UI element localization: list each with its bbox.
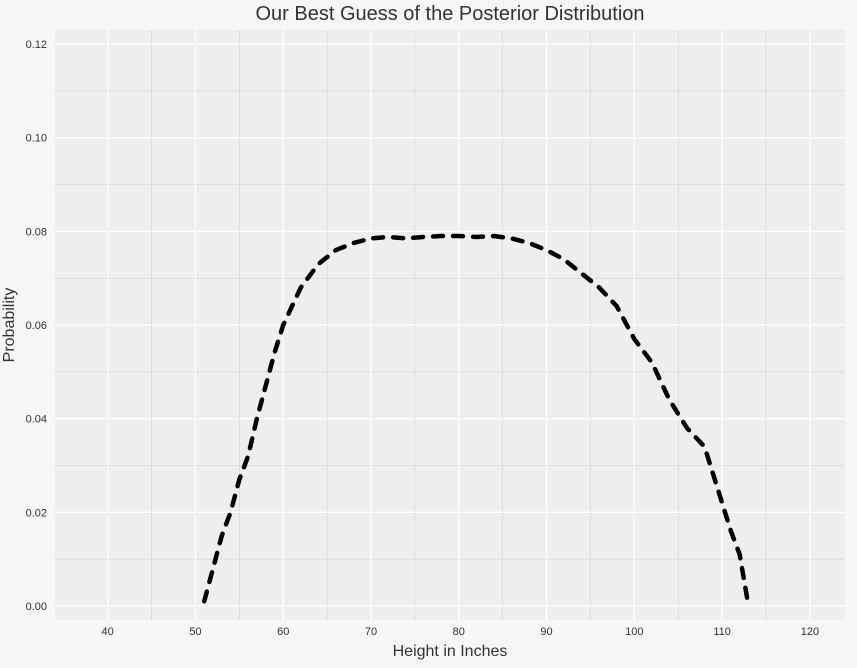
x-tick-label: 80	[453, 626, 465, 638]
y-tick-label: 0.02	[26, 507, 47, 519]
x-tick-label: 50	[189, 626, 201, 638]
y-tick-label: 0.12	[26, 39, 47, 51]
y-tick-label: 0.10	[26, 133, 47, 145]
x-tick-label: 110	[713, 626, 731, 638]
chart-svg: 40 50 60 70 80 90 100 110 120 0.00 0.02 0.04 0.06 0.0…	[0, 0, 857, 668]
y-axis-label: Probability	[1, 288, 18, 363]
y-tick-label: 0.04	[26, 414, 47, 426]
x-tick-label: 70	[365, 626, 377, 638]
y-tick-label: 0.08	[26, 226, 47, 238]
posterior-chart: 40 50 60 70 80 90 100 110 120 0.00 0.02 0.04 0.06 0.0…	[0, 0, 857, 668]
x-tick-label: 90	[540, 626, 552, 638]
x-tick-label: 120	[801, 626, 819, 638]
x-tick-label: 60	[277, 626, 289, 638]
y-tick-label: 0.06	[26, 320, 47, 332]
y-tick-label: 0.00	[26, 601, 47, 613]
x-axis-label: Height in Inches	[393, 643, 508, 660]
x-tick-label: 40	[102, 626, 114, 638]
chart-title: Our Best Guess of the Posterior Distribu…	[255, 3, 644, 25]
x-tick-label: 100	[625, 626, 643, 638]
